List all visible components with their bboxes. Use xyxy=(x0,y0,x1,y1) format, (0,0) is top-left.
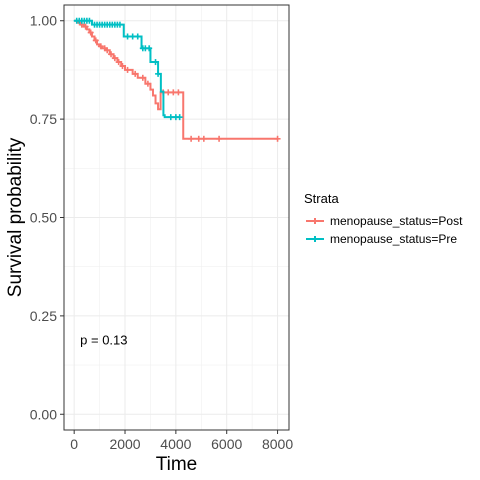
legend-item: menopause_status=Pre xyxy=(306,232,457,246)
series-1-censor-mark xyxy=(119,62,126,69)
series-2-censor-mark xyxy=(116,21,123,28)
y-tick-label: 0.00 xyxy=(30,406,57,422)
x-tick-label: 2000 xyxy=(109,436,140,452)
x-axis-title: Time xyxy=(156,454,198,475)
legend-label: menopause_status=Post xyxy=(330,214,463,228)
series-1-censor-mark xyxy=(274,135,281,142)
series-1-censor-mark xyxy=(115,59,122,66)
series-2-censor-mark xyxy=(134,33,141,40)
series-1-censor-mark xyxy=(92,37,99,44)
x-tick-label: 6000 xyxy=(211,436,242,452)
series-1-censor-mark xyxy=(200,135,207,142)
series-1-censor-mark xyxy=(124,66,131,73)
y-tick-label: 0.25 xyxy=(30,308,57,324)
series-1-censor-mark xyxy=(139,74,146,81)
series-1-censor-mark xyxy=(165,89,172,96)
legend: Strata menopause_status=Post menopause_st… xyxy=(304,191,463,246)
y-tick-label: 1.00 xyxy=(30,13,57,29)
series-2-censor-mark xyxy=(152,59,159,66)
series-1-censor-mark xyxy=(216,135,223,142)
series-1-censor-mark xyxy=(175,89,182,96)
series-1-censor-mark xyxy=(170,89,177,96)
series-2-censor-mark xyxy=(124,33,131,40)
series-2-censor-mark xyxy=(86,17,93,24)
series-layer xyxy=(73,17,281,142)
x-tick-label: 8000 xyxy=(262,436,293,452)
p-value-annotation: p = 0.13 xyxy=(80,332,127,347)
x-tick-label: 4000 xyxy=(160,436,191,452)
legend-item: menopause_status=Post xyxy=(306,214,463,228)
series-1-censor-mark xyxy=(188,135,195,142)
series-1-censor-mark xyxy=(104,47,111,54)
series-2-censor-mark xyxy=(155,70,162,77)
y-axis-title: Survival probability xyxy=(5,137,26,297)
x-tick-label: 0 xyxy=(70,436,78,452)
series-1-curve xyxy=(74,19,278,140)
series-2-censor-mark xyxy=(167,114,174,121)
series-1-censor-mark xyxy=(144,80,151,87)
series-2-censor-mark xyxy=(129,33,136,40)
series-1-censor-mark xyxy=(108,51,115,58)
series-2-censor-mark xyxy=(146,45,153,52)
series-2-censor-mark xyxy=(176,114,183,121)
series-1-censor-mark xyxy=(87,29,94,36)
y-tick-label: 0.50 xyxy=(30,210,57,226)
series-1-censor-mark xyxy=(111,55,118,62)
axis-ticks: 0.00 0.25 0.50 0.75 1.00 0 2000 4000 6000 8000 xyxy=(30,13,294,452)
series-1-censor-mark xyxy=(82,23,89,30)
legend-title: Strata xyxy=(304,191,339,206)
series-1-censor-mark xyxy=(97,43,104,50)
y-tick-label: 0.75 xyxy=(30,111,57,127)
series-1-censor-mark xyxy=(195,135,202,142)
series-1-censor-mark xyxy=(132,70,139,77)
grid xyxy=(64,5,289,430)
legend-label: menopause_status=Pre xyxy=(330,232,457,246)
